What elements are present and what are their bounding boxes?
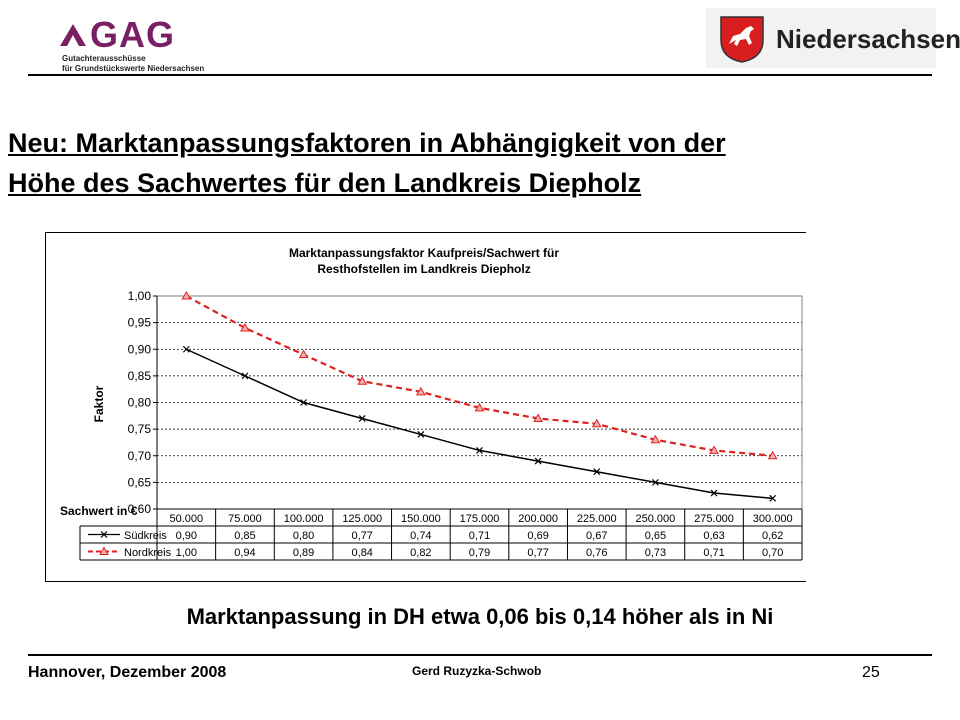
table-value-südkreis: 0,90 — [176, 530, 197, 542]
data-point-südkreis — [241, 372, 249, 380]
y-tick-label: 0,65 — [128, 475, 152, 489]
y-axis-label: Faktor — [92, 385, 106, 422]
gag-logo: GAG Gutachterausschüsse für Grundstücksw… — [58, 14, 208, 73]
table-value-südkreis: 0,74 — [410, 530, 431, 542]
data-point-nordkreis — [99, 546, 109, 555]
data-point-nordkreis — [767, 450, 778, 460]
x-category-label: 275.000 — [694, 513, 734, 525]
footer-author: Gerd Ruzyzka-Schwob — [412, 664, 542, 678]
slide-title-line-2: Höhe des Sachwertes für den Landkreis Di… — [8, 168, 642, 198]
footer-divider — [28, 654, 932, 656]
slide-title-line-1: Neu: Marktanpassungsfaktoren in Abhängig… — [8, 128, 726, 158]
x-axis-label: Sachwert in € — [60, 504, 138, 518]
x-category-label: 300.000 — [753, 513, 793, 525]
table-value-nordkreis: 0,76 — [586, 547, 607, 559]
data-point-südkreis — [651, 478, 659, 486]
x-category-label: 125.000 — [342, 513, 382, 525]
niedersachsen-logo: Niedersachsen — [706, 8, 960, 68]
lower-saxony-horse-crest-icon — [720, 16, 764, 63]
data-point-südkreis — [593, 468, 601, 476]
data-point-nordkreis — [357, 376, 368, 385]
data-point-südkreis — [710, 489, 718, 497]
table-value-südkreis: 0,63 — [703, 530, 724, 542]
table-value-südkreis: 0,85 — [234, 530, 255, 542]
x-category-label: 100.000 — [284, 513, 324, 525]
data-point-südkreis — [769, 494, 777, 502]
data-point-nordkreis — [591, 418, 602, 428]
y-tick-label: 0,75 — [128, 422, 152, 436]
chart-conclusion: Marktanpassung in DH etwa 0,06 bis 0,14 … — [186, 604, 774, 629]
y-tick-label: 0,80 — [128, 396, 152, 410]
data-point-nordkreis — [533, 413, 543, 422]
y-tick-label: 1,00 — [128, 289, 152, 303]
data-point-nordkreis — [416, 386, 426, 396]
x-category-label: 75.000 — [228, 513, 262, 525]
y-tick-label: 0,70 — [128, 449, 152, 463]
data-point-südkreis — [358, 415, 366, 422]
x-category-label: 225.000 — [577, 513, 617, 525]
chart-title-line-2: Resthofstellen im Landkreis Diepholz — [317, 262, 530, 276]
table-value-nordkreis: 0,79 — [469, 547, 490, 559]
y-tick-label: 0,60 — [128, 502, 152, 516]
data-point-nordkreis — [181, 290, 192, 300]
data-point-südkreis — [534, 457, 542, 465]
table-value-südkreis: 0,71 — [469, 530, 490, 542]
table-value-südkreis: 0,65 — [645, 530, 666, 542]
legend-label-südkreis: Südkreis — [124, 530, 167, 542]
data-point-nordkreis — [240, 322, 250, 332]
data-point-südkreis — [417, 431, 425, 438]
x-category-label: 250.000 — [636, 513, 676, 525]
table-value-nordkreis: 0,82 — [410, 547, 431, 559]
table-value-südkreis: 0,80 — [293, 530, 314, 542]
table-value-nordkreis: 0,89 — [293, 547, 314, 559]
gag-logo-subtitle-2: für Grundstückswerte Niedersachsen — [62, 64, 205, 73]
x-category-label: 50.000 — [169, 513, 203, 525]
table-value-nordkreis: 0,71 — [703, 547, 724, 559]
data-point-südkreis — [476, 447, 483, 454]
x-category-label: 200.000 — [518, 513, 558, 525]
line-chart: Marktanpassungsfaktor Kaufpreis/Sachwert… — [60, 246, 803, 561]
chart-frame: Marktanpassungsfaktor Kaufpreis/Sachwert… — [45, 232, 806, 582]
gag-logo-subtitle-1: Gutachterausschüsse — [62, 54, 146, 63]
data-point-südkreis — [300, 399, 308, 406]
header-divider — [28, 74, 932, 76]
x-category-label: 150.000 — [401, 513, 441, 525]
table-value-nordkreis: 1,00 — [176, 547, 197, 559]
table-value-nordkreis: 0,70 — [762, 547, 783, 559]
page-number: 25 — [862, 664, 880, 681]
chart-title-line-1: Marktanpassungsfaktor Kaufpreis/Sachwert… — [289, 246, 559, 260]
data-point-südkreis — [100, 531, 108, 538]
y-tick-label: 0,85 — [128, 369, 152, 383]
legend-label-nordkreis: Nordkreis — [124, 547, 172, 559]
gag-logo-text: GAG — [90, 14, 176, 55]
gag-roof-icon — [60, 24, 86, 46]
data-point-nordkreis — [474, 402, 485, 412]
table-value-nordkreis: 0,77 — [527, 547, 548, 559]
table-value-nordkreis: 0,94 — [234, 547, 255, 559]
table-value-südkreis: 0,62 — [762, 530, 783, 542]
table-value-südkreis: 0,69 — [527, 530, 548, 542]
data-point-südkreis — [182, 345, 190, 353]
footer-location-date: Hannover, Dezember 2008 — [28, 664, 227, 681]
y-tick-label: 0,90 — [128, 342, 152, 356]
table-value-südkreis: 0,77 — [352, 530, 373, 542]
y-tick-label: 0,95 — [128, 316, 152, 330]
data-point-nordkreis — [298, 349, 309, 359]
data-point-nordkreis — [709, 445, 719, 454]
table-value-nordkreis: 0,84 — [352, 547, 373, 559]
data-point-nordkreis — [650, 434, 661, 444]
x-category-label: 175.000 — [460, 513, 500, 525]
niedersachsen-logo-text: Niedersachsen — [776, 24, 960, 54]
table-value-nordkreis: 0,73 — [645, 547, 666, 559]
table-value-südkreis: 0,67 — [586, 530, 607, 542]
